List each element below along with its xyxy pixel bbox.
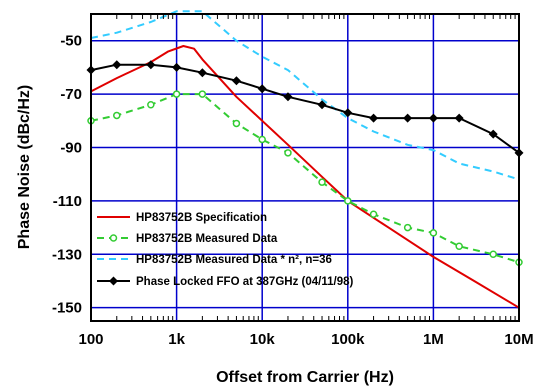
data-point <box>317 100 327 110</box>
legend: HP83752B Specification HP83752B Measured … <box>97 212 353 288</box>
plot-frame <box>90 13 520 322</box>
x-tick-label: 100k <box>331 331 365 348</box>
data-point <box>283 92 293 102</box>
data-point <box>369 113 379 123</box>
y-tick-label: -130 <box>52 246 82 263</box>
data-point <box>489 250 497 259</box>
data-point <box>284 149 292 157</box>
legend-label: HP83752B Specification <box>136 212 267 224</box>
legend-marker <box>109 234 118 242</box>
legend-marker <box>109 276 118 286</box>
series-line <box>90 93 520 264</box>
data-point <box>429 229 438 237</box>
y-tick-label: -150 <box>52 300 82 317</box>
series-4 <box>86 60 524 158</box>
x-tick-label: 10M <box>504 331 533 348</box>
data-point <box>403 113 413 123</box>
data-point <box>258 135 266 144</box>
y-tick-label: -90 <box>60 139 82 156</box>
data-point <box>455 242 463 251</box>
data-point <box>344 197 352 205</box>
data-point <box>369 210 378 218</box>
y-tick-label: -70 <box>60 86 82 103</box>
data-point <box>147 101 155 109</box>
data-point <box>343 108 353 118</box>
series-3 <box>90 10 520 181</box>
x-tick-label: 100 <box>78 331 103 348</box>
data-point <box>428 113 438 123</box>
y-tick-label: -50 <box>60 33 82 50</box>
data-point <box>257 84 267 94</box>
series-1 <box>90 45 520 309</box>
data-point <box>113 111 121 120</box>
data-point <box>198 90 207 98</box>
series-line <box>90 45 520 309</box>
data-point <box>318 178 326 186</box>
data-point <box>146 60 156 70</box>
legend-label: HP83752B Measured Data <box>136 233 278 245</box>
data-point <box>488 129 498 139</box>
data-point <box>172 62 182 72</box>
data-point <box>172 90 181 98</box>
data-point <box>112 60 122 70</box>
data-point <box>403 223 412 232</box>
x-tick-label: 1k <box>168 331 185 348</box>
legend-label: HP83752B Measured Data * n², n=36 <box>136 254 332 266</box>
series-line <box>90 10 520 181</box>
x-axis-label: Offset from Carrier (Hz) <box>216 369 394 386</box>
y-tick-label: -110 <box>53 193 82 210</box>
data-point <box>231 76 241 86</box>
series-line <box>90 63 520 154</box>
y-axis-label: Phase Noise (dBc/Hz) <box>16 85 33 249</box>
axis-tick-labels: 100 1k 10k 100k 1M 10M -150 -130 -110 -90 -70 -50 <box>52 14 534 348</box>
data-point <box>232 119 241 128</box>
data-point <box>197 68 207 78</box>
x-tick-label: 10k <box>250 331 276 348</box>
x-tick-label: 1M <box>423 331 444 348</box>
legend-label-suffix: * n², n=36 <box>277 254 332 266</box>
legend-label: Phase Locked FFO at 387GHz (04/11/98) <box>136 276 353 288</box>
data-point <box>454 113 464 123</box>
